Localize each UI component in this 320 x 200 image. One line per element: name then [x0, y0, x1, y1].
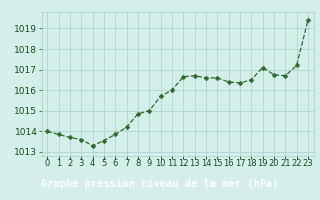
Text: Graphe pression niveau de la mer (hPa): Graphe pression niveau de la mer (hPa)	[41, 179, 279, 189]
